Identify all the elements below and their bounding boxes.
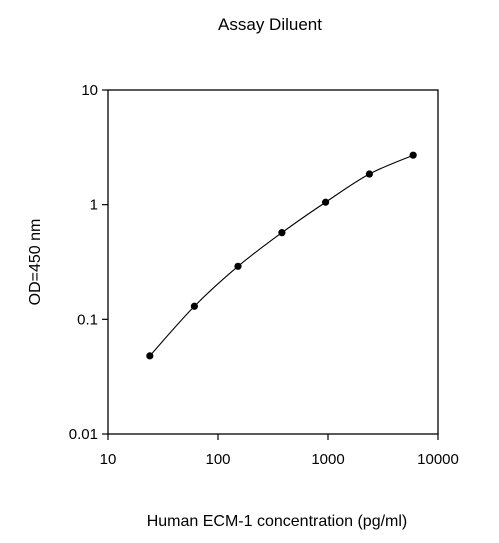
data-point — [234, 262, 242, 270]
x-tick-label: 10000 — [417, 451, 459, 468]
fit-curve-line — [149, 154, 414, 357]
x-tick-label: 100 — [205, 451, 230, 468]
x-tick-label: 10 — [100, 451, 117, 468]
x-axis-ticks: 10 100 1000 10000 — [100, 434, 459, 468]
y-tick-label: 10 — [81, 82, 98, 99]
y-tick-label: 0.01 — [69, 426, 98, 443]
y-tick-label: 0.1 — [77, 311, 98, 328]
plot-frame — [107, 89, 439, 435]
y-axis-ticks: 0.01 0.1 1 10 — [69, 82, 108, 443]
x-tick-label: 1000 — [311, 451, 344, 468]
y-axis-label: OD=450 nm — [27, 219, 44, 306]
data-point — [409, 151, 417, 159]
chart-title: Assay Diluent — [218, 15, 322, 34]
data-points-layer — [146, 151, 417, 360]
fit-curve-layer — [149, 154, 414, 357]
data-point — [321, 198, 330, 206]
data-point — [190, 302, 198, 310]
x-axis-label: Human ECM-1 concentration (pg/ml) — [147, 513, 408, 530]
data-point — [278, 229, 286, 237]
data-point — [146, 352, 154, 360]
y-tick-label: 1 — [90, 197, 98, 214]
data-point — [365, 170, 373, 178]
